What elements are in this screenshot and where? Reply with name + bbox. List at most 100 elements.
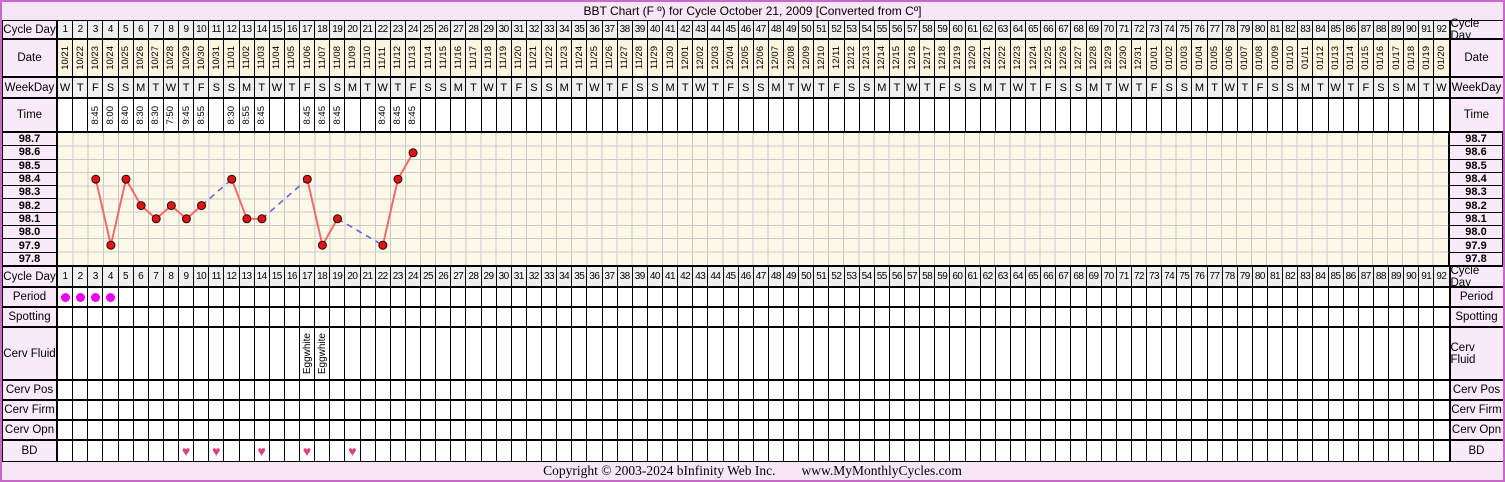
spotting-cell (888, 308, 904, 326)
cycle-day-cell: 32 (525, 267, 541, 286)
weekday-cell: S (1388, 78, 1404, 97)
weekday-cell: W (1327, 78, 1343, 97)
temp-axis-label: 98.6 (3, 145, 56, 159)
cerv-firm-cell (1040, 401, 1056, 419)
time-cell (767, 99, 783, 131)
row-label-bd: BD (1448, 441, 1503, 461)
cerv-firm-cell (541, 401, 557, 419)
period-cell (1206, 288, 1222, 306)
cerv-pos-cell (1176, 381, 1192, 399)
cerv-firm-cell (178, 401, 194, 419)
date-cell: 12/12 (843, 40, 859, 76)
weekday-cell: S (1282, 78, 1298, 97)
date-text: 10/22 (74, 46, 86, 70)
time-cell (1085, 99, 1101, 131)
cerv-fluid-cell (737, 328, 753, 379)
period-cell (979, 288, 995, 306)
date-cell: 12/27 (1070, 40, 1086, 76)
period-cell (616, 288, 632, 306)
bd-cell (1055, 441, 1071, 461)
date-text: 01/09 (1269, 46, 1281, 70)
period-cell (934, 288, 950, 306)
cycle-day-cell: 53 (843, 21, 859, 38)
bd-cell (102, 441, 118, 461)
temp-point (257, 214, 267, 224)
cerv-opn-cell (87, 421, 103, 439)
time-cell (1040, 99, 1056, 131)
date-text: 01/03 (1178, 46, 1190, 70)
weekday-cell: T (178, 78, 194, 97)
cycle-day-cell: 51 (813, 21, 829, 38)
spotting-cell (1251, 308, 1267, 326)
period-cell (1161, 288, 1177, 306)
weekday-cell: T (1206, 78, 1222, 97)
spotting-cell (1115, 308, 1131, 326)
bd-cell (828, 441, 844, 461)
time-cell (541, 99, 557, 131)
cerv-firm-cell (1251, 401, 1267, 419)
cycle-day-cell: 54 (858, 267, 874, 286)
cerv-opn-cell (162, 421, 178, 439)
period-cell (510, 288, 526, 306)
date-text: 12/16 (906, 46, 918, 70)
cerv-fluid-cell (1146, 328, 1162, 379)
cycle-day-cell: 3 (87, 267, 103, 286)
row-label-cerv-fluid: Cerv Fluid (1448, 328, 1503, 379)
temp-axis-label: 98.7 (1450, 133, 1502, 146)
period-cell (1312, 288, 1328, 306)
time-cell (435, 99, 451, 131)
row-label-cerv-opn: Cerv Opn (1448, 421, 1503, 439)
time-cell (1251, 99, 1267, 131)
cycle-day-cell: 17 (299, 267, 315, 286)
cerv-opn-cell (616, 421, 632, 439)
time-cell (1357, 99, 1373, 131)
time-cell: 8:45 (87, 99, 103, 131)
bd-cell (1357, 441, 1373, 461)
bd-cell (949, 441, 965, 461)
bd-cell (450, 441, 466, 461)
date-text: 11/23 (558, 46, 570, 70)
cycle-day-cell: 6 (132, 267, 148, 286)
cycle-day-cell: 87 (1357, 21, 1373, 38)
weekday-cell: S (1070, 78, 1086, 97)
period-cell (162, 288, 178, 306)
date-text: 01/18 (1405, 46, 1417, 70)
cycle-day-cell: 16 (283, 267, 299, 286)
date-text: 11/13 (407, 46, 419, 70)
cerv-pos-cell (934, 381, 950, 399)
date-text: 12/12 (846, 46, 858, 70)
spotting-cell (616, 308, 632, 326)
cerv-firm-cell (314, 401, 330, 419)
cycle-day-cell: 91 (1418, 267, 1434, 286)
row-label-date: Date (3, 40, 58, 76)
date-text: 10/23 (89, 46, 101, 70)
cerv-pos-cell (132, 381, 148, 399)
temp-line-solid (94, 178, 112, 246)
temp-axis-label: 98.1 (1450, 211, 1502, 226)
cerv-firm-cell (979, 401, 995, 419)
cerv-opn-cell (994, 421, 1010, 439)
date-text: 10/21 (59, 46, 71, 70)
temp-line-solid (381, 178, 399, 246)
row-label-cerv-firm: Cerv Firm (3, 401, 58, 419)
cerv-pos-cell (828, 381, 844, 399)
cerv-opn-cell (1433, 421, 1449, 439)
cerv-fluid-cell (979, 328, 995, 379)
spotting-cell (873, 308, 889, 326)
time-cell (1100, 99, 1116, 131)
weekday-cell: T (707, 78, 723, 97)
temp-point (333, 214, 343, 224)
weekday-cell: M (1085, 78, 1101, 97)
period-cell (1100, 288, 1116, 306)
bd-cell (858, 441, 874, 461)
date-cell: 12/23 (1009, 40, 1025, 76)
cerv-pos-cell (299, 381, 315, 399)
cycle-day-cell: 15 (268, 21, 284, 38)
bd-cell (1070, 441, 1086, 461)
time-cell: 8:30 (132, 99, 148, 131)
cycle-day-cell: 68 (1070, 21, 1086, 38)
bd-cell (1100, 441, 1116, 461)
time-cell (58, 99, 73, 131)
period-cell (1040, 288, 1056, 306)
spotting-cell (283, 308, 299, 326)
